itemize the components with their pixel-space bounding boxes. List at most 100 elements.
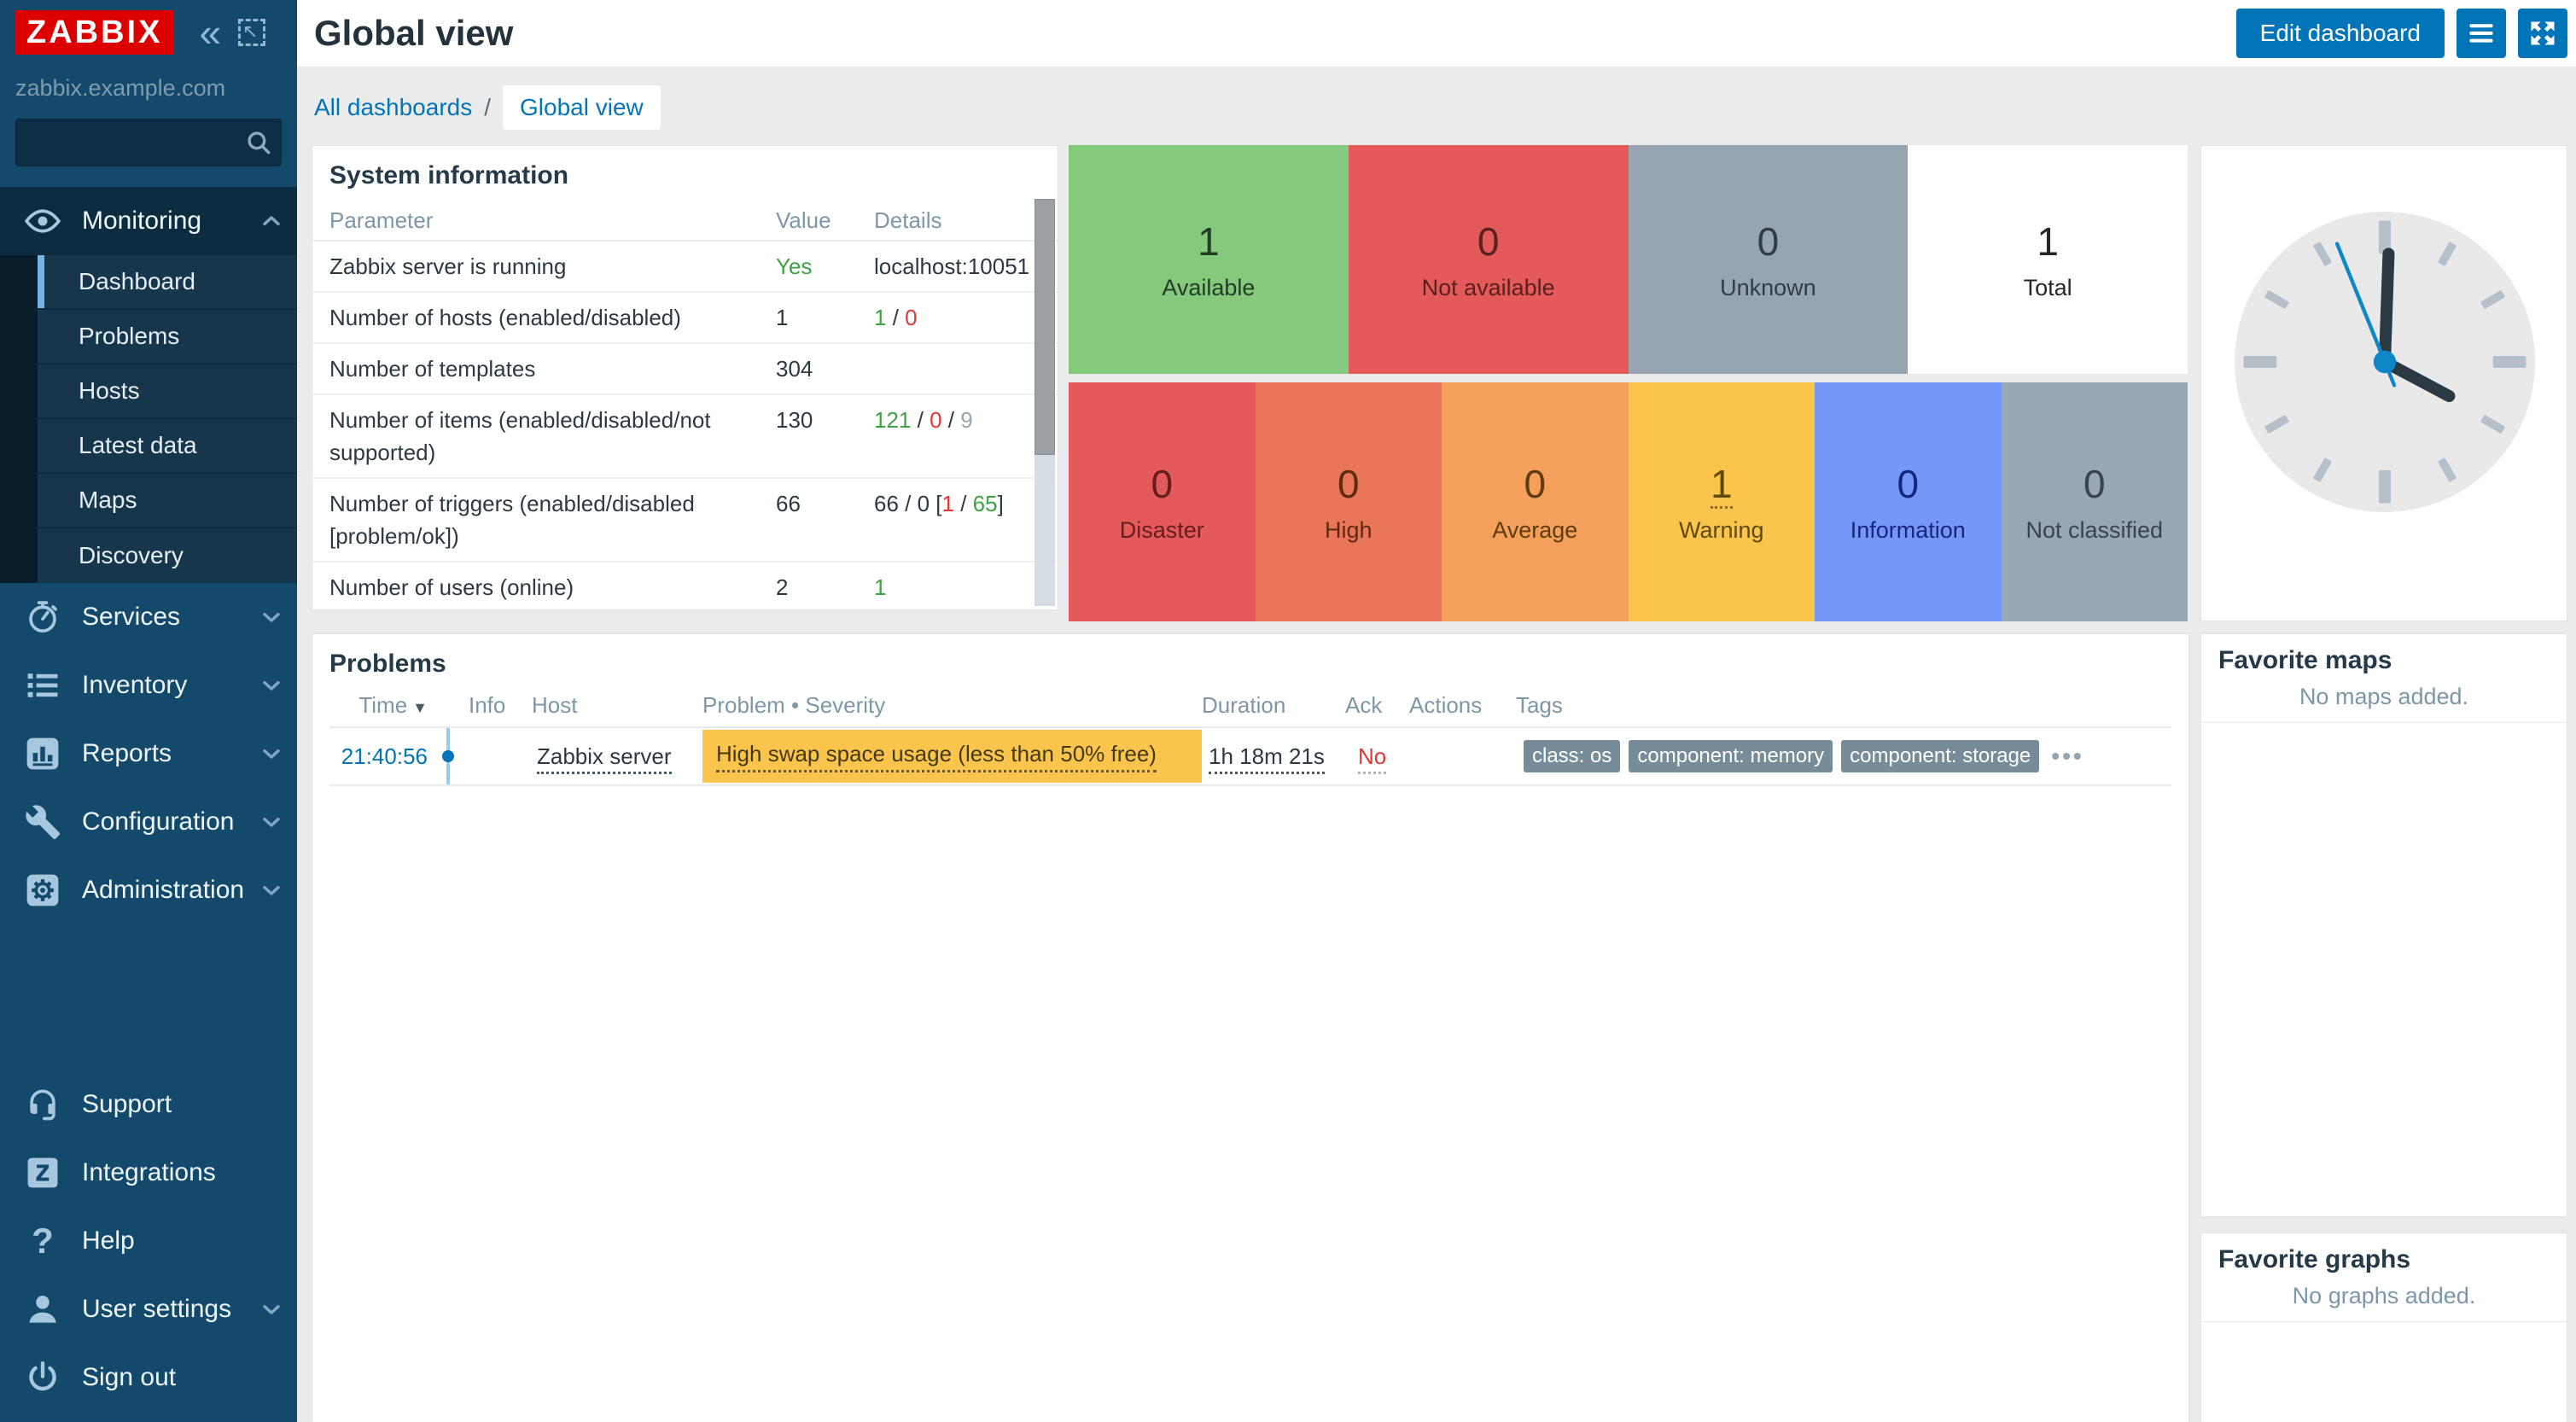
edit-dashboard-button[interactable]: Edit dashboard (2235, 9, 2445, 58)
sidebar-subitem-dashboard[interactable]: Dashboard (38, 255, 297, 310)
sysinfo-value: 66 (776, 491, 801, 516)
breadcrumb-all-dashboards[interactable]: All dashboards (314, 94, 473, 120)
sidebar-item-configuration[interactable]: Configuration (0, 788, 297, 856)
problems-by-severity-widget: 0 Disaster 0 High 0 Average 1 Warning 0 Informati… (1069, 382, 2188, 621)
sidebar-item-support[interactable]: Support (0, 1070, 297, 1139)
sidebar-item-sign-out[interactable]: Sign out (0, 1343, 297, 1412)
column-label: Time (358, 691, 408, 718)
sidebar-item-administration[interactable]: Administration (0, 856, 297, 924)
block-value: 1 (1198, 219, 1220, 264)
favorite-maps-widget: Favorite maps No maps added. (2200, 633, 2567, 1217)
sidebar-subitem-label: Dashboard (79, 268, 195, 294)
widget-title: Favorite maps (2218, 646, 2392, 674)
problem-host: Zabbix server (532, 743, 702, 774)
sysinfo-details: 1 (874, 571, 1040, 603)
widget-title: System information (329, 161, 569, 189)
chevron-up-icon (258, 207, 285, 235)
sidebar-item-label: User settings (82, 1295, 232, 1323)
block-label: Unknown (1720, 274, 1816, 300)
sysinfo-detail-segment: localhost:10051 (874, 254, 1030, 279)
chevron-down-icon (258, 740, 285, 767)
tag-badge[interactable]: component: memory (1629, 740, 1833, 772)
sidebar-item-integrations[interactable]: Integrations (0, 1139, 297, 1207)
sysinfo-parameter: Number of users (online) (329, 574, 574, 600)
severity-block-warning: 1 Warning (1628, 382, 1815, 621)
hamburger-icon (2469, 24, 2493, 43)
tag-badge[interactable]: component: storage (1841, 740, 2040, 772)
clock-widget (2200, 145, 2567, 621)
sidebar-item-inventory[interactable]: Inventory (0, 651, 297, 720)
topbar-actions: Edit dashboard (2235, 9, 2567, 58)
sidebar-subitem-label: Hosts (79, 377, 140, 404)
server-name: zabbix.example.com (15, 75, 226, 101)
problem-link[interactable]: High swap space usage (less than 50% fre… (716, 741, 1157, 772)
block-label: Available (1162, 274, 1256, 300)
sidebar-menu: Monitoring Dashboard Problems Hosts Latest d… (0, 187, 297, 924)
sysinfo-parameter: Number of items (enabled/disabled/not su… (329, 407, 711, 465)
duration-link[interactable]: 1h 18m 21s (1209, 743, 1325, 774)
sysinfo-row: Number of templates 304 (312, 344, 1058, 395)
sysinfo-detail-segment: / (911, 407, 930, 433)
sysinfo-detail-segment: 1 (874, 305, 887, 330)
ack-link[interactable]: No (1358, 743, 1387, 774)
problem-time-link[interactable]: 21:40:56 (341, 743, 428, 769)
scrollbar-track (1034, 199, 1055, 606)
breadcrumb-current[interactable]: Global view (503, 85, 661, 130)
block-label: Information (1850, 516, 1966, 543)
tag-badge[interactable]: class: os (1524, 740, 1621, 772)
clock-ticks (2243, 220, 2526, 504)
block-value: 0 (1524, 461, 1547, 506)
column-actions: Actions (1409, 691, 1483, 718)
zabbix-logo[interactable]: ZABBIX (15, 10, 174, 55)
column-ack: Ack (1345, 691, 1383, 718)
sidebar-item-help[interactable]: ? Help (0, 1207, 297, 1275)
divider (2201, 1321, 2567, 1322)
sidebar-subitem-problems[interactable]: Problems (38, 310, 297, 364)
sidebar-item-reports[interactable]: Reports (0, 720, 297, 788)
sidebar-subitem-label: Latest data (79, 432, 197, 458)
host-link[interactable]: Zabbix server (537, 743, 672, 774)
severity-block-high: 0 High (1255, 382, 1442, 621)
block-label: Not classified (2025, 516, 2164, 543)
system-information-widget: System information Parameter Value Detai… (312, 145, 1058, 610)
fullscreen-button[interactable] (2518, 9, 2567, 58)
system-information-rows: Zabbix server is running Yes localhost:100… (312, 242, 1058, 607)
block-label: Total (2023, 274, 2072, 300)
problem-cell: High swap space usage (less than 50% fre… (702, 728, 1202, 784)
list-icon (24, 667, 61, 704)
sidebar-item-monitoring[interactable]: Monitoring (0, 187, 297, 255)
sysinfo-row: Number of items (enabled/disabled/not su… (312, 395, 1058, 479)
sidebar-item-label: Configuration (82, 807, 235, 836)
column-time[interactable]: Time ▼ (329, 692, 428, 719)
sidebar-item-services[interactable]: Services (0, 583, 297, 651)
more-tags-button[interactable]: ••• (2051, 743, 2084, 769)
scrollbar-thumb[interactable] (1034, 199, 1055, 455)
gear-icon (24, 871, 61, 909)
timeline-dot-icon[interactable] (442, 750, 454, 762)
breadcrumb-separator: / (484, 94, 492, 120)
dashboard-menu-button[interactable] (2457, 9, 2506, 58)
sidebar-subitem-maps[interactable]: Maps (38, 474, 297, 528)
sidebar-item-user-settings[interactable]: User settings (0, 1275, 297, 1343)
sysinfo-detail-segment: 65 (972, 491, 998, 516)
sysinfo-detail-segment: 0 (930, 407, 942, 433)
sidebar-subitem-hosts[interactable]: Hosts (38, 364, 297, 419)
sysinfo-detail-segment: 0 (905, 305, 918, 330)
column-info: Info (469, 691, 506, 718)
stopwatch-icon (24, 598, 61, 636)
sysinfo-row: Zabbix server is running Yes localhost:100… (312, 242, 1058, 293)
empty-message: No maps added. (2299, 684, 2469, 709)
block-value[interactable]: 1 (1710, 461, 1733, 509)
search-icon[interactable] (244, 128, 273, 157)
search-input[interactable] (15, 119, 282, 166)
column-problem-severity: Problem • Severity (702, 691, 886, 718)
column-parameter: Parameter (329, 207, 434, 233)
sysinfo-details: 66 / 0 [1 / 65] (874, 487, 1040, 520)
sidebar-pin-icon[interactable]: ↖ (238, 19, 266, 46)
sidebar-subitem-discovery[interactable]: Discovery (38, 528, 297, 583)
question-icon: ? (32, 1221, 54, 1261)
fullscreen-icon (2531, 21, 2555, 45)
sidebar-subitem-latest-data[interactable]: Latest data (38, 419, 297, 474)
column-value: Value (776, 207, 831, 233)
sidebar-collapse-icon[interactable]: « (199, 9, 222, 55)
